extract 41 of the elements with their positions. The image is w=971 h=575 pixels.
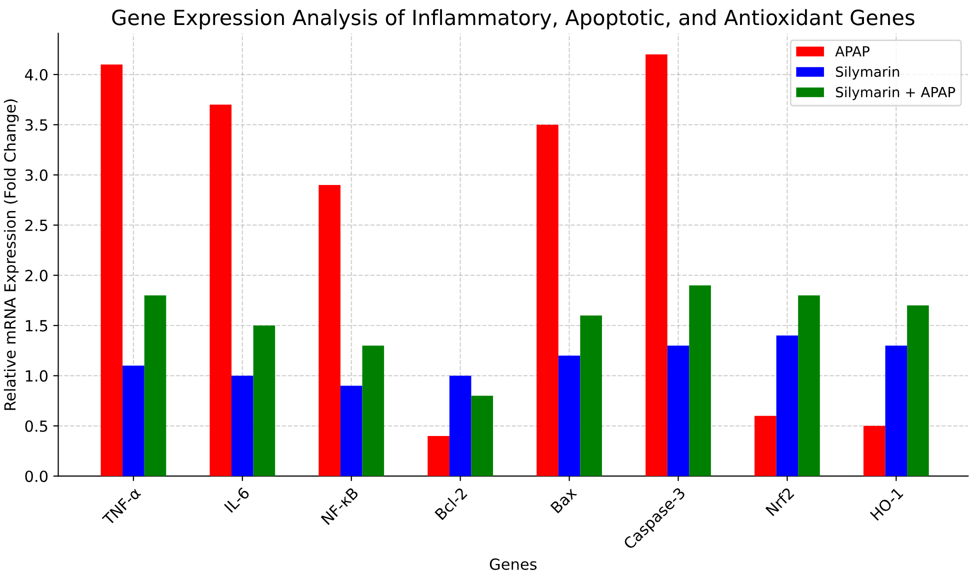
bar — [689, 285, 711, 476]
legend-label: Silymarin + APAP — [836, 86, 956, 100]
bar — [536, 124, 558, 476]
x-axis-title: Genes — [490, 558, 537, 570]
y-tick-label: 3.0 — [25, 169, 48, 181]
bar — [232, 376, 254, 476]
bar — [558, 356, 580, 476]
bar — [646, 54, 668, 476]
y-tick-label: 0.5 — [25, 420, 48, 432]
bar — [253, 326, 276, 476]
bar — [580, 315, 602, 476]
bar — [667, 346, 690, 476]
legend-label: APAP — [835, 46, 870, 56]
y-tick-label: 4.0 — [24, 68, 48, 81]
bar — [122, 366, 144, 476]
bar — [428, 436, 450, 476]
bar — [100, 64, 123, 476]
y-tick-label: 1.5 — [26, 320, 48, 332]
bar — [776, 336, 798, 476]
y-tick-label: 3.5 — [25, 119, 48, 131]
chart-title: Gene Expression Analysis of Inflammatory, Apoptotic, and Antioxidant Genes — [112, 9, 914, 30]
x-tick-label: IL-6 — [224, 486, 250, 513]
bar — [471, 396, 494, 476]
y-tick-label: 0.0 — [25, 470, 48, 482]
y-axis-title: Relative mRNA Expression (Fold Change) — [4, 99, 19, 410]
bar — [318, 184, 340, 476]
y-tick-label: 1.0 — [26, 370, 48, 382]
bar — [362, 346, 384, 476]
bar — [210, 104, 232, 476]
bar — [754, 416, 776, 476]
bar — [863, 426, 886, 476]
bar — [798, 295, 820, 476]
x-tick-label: Bax — [550, 486, 578, 514]
bar — [907, 305, 929, 476]
bar — [885, 346, 908, 476]
bar — [340, 386, 362, 476]
bar — [144, 295, 166, 476]
bar — [449, 376, 472, 476]
y-tick-label: 2.0 — [25, 270, 48, 282]
y-tick-label: 2.5 — [25, 220, 48, 232]
legend-label: Silymarin — [836, 66, 900, 80]
